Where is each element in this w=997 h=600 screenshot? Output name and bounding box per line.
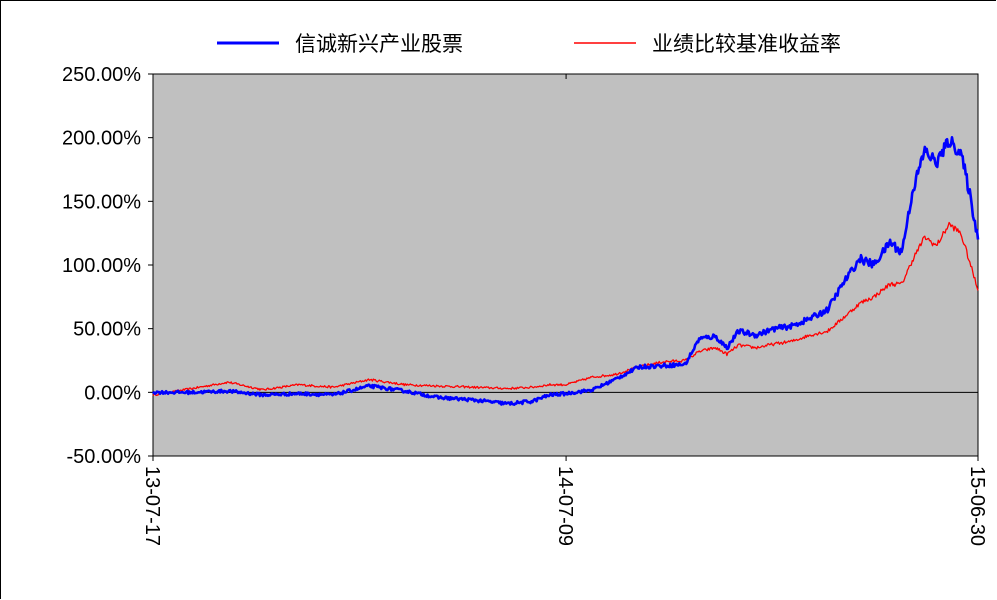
y-tick-label: 250.00% (62, 64, 141, 86)
y-axis: 250.00% 200.00% 150.00% 100.00% 50.00% 0.00% -… (62, 64, 153, 468)
x-tick-label: 15-06-30 (966, 466, 988, 546)
x-tick-label: 14-07-09 (554, 466, 576, 546)
x-axis: 13-07-17 14-07-09 15-06-30 (141, 74, 988, 546)
y-tick-label: 50.00% (73, 319, 141, 341)
series-line-fund (152, 136, 980, 407)
y-tick-label: 0.00% (84, 382, 141, 404)
y-tick-label: -50.00% (67, 446, 142, 468)
y-tick-label: 200.00% (62, 128, 141, 150)
series-line-benchmark (152, 221, 979, 397)
legend-label-fund: 信诚新兴产业股票 (295, 32, 463, 56)
legend: 信诚新兴产业股票 业绩比较基准收益率 (217, 32, 841, 56)
series-layer (152, 136, 980, 407)
x-tick-label: 13-07-17 (141, 466, 163, 546)
y-tick-label: 150.00% (62, 191, 141, 213)
plot-area (152, 73, 979, 457)
legend-label-benchmark: 业绩比较基准收益率 (652, 32, 841, 56)
y-tick-label: 100.00% (62, 255, 141, 277)
